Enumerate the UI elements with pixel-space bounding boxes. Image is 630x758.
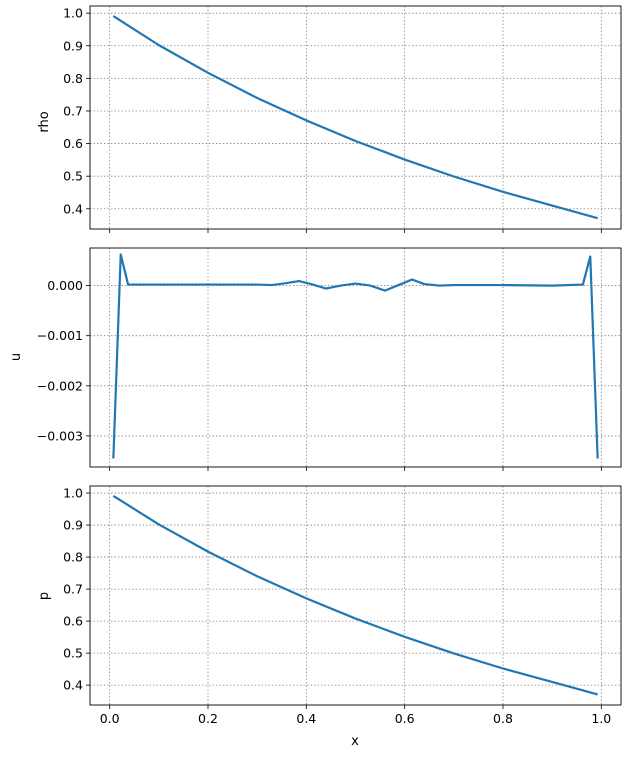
- rho-axes-frame: [89, 5, 622, 230]
- rho-subplot: rho 0.4 0.5 0.6 0.7 0.8 0.9 1.0: [37, 5, 622, 233]
- p-x-tick-label: 1.0: [591, 711, 611, 726]
- u-axis-label: u: [9, 353, 24, 361]
- p-y-tick-label: 0.9: [63, 518, 83, 533]
- u-y-tick-label: −0.003: [37, 428, 83, 443]
- u-series-line: [112, 253, 599, 459]
- rho-y-tick-label: 0.8: [63, 71, 83, 86]
- rho-y-tick-label: 0.4: [63, 201, 83, 216]
- p-y-tick-label: 0.6: [63, 614, 83, 629]
- rho-axis-label: rho: [37, 111, 52, 132]
- p-series-line: [112, 494, 598, 696]
- rho-y-tick-label: 0.9: [63, 38, 83, 53]
- p-x-tick-label: 0.2: [198, 711, 218, 726]
- u-y-tick-label: 0.000: [47, 278, 83, 293]
- u-y-tick-label: −0.002: [37, 378, 83, 393]
- p-axis-label: p: [37, 592, 52, 600]
- rho-y-tick-label: 0.7: [63, 103, 83, 118]
- p-x-tick-label: 0.8: [493, 711, 513, 726]
- p-y-tick-label: 0.4: [63, 678, 83, 693]
- p-x-tick-label: 0.6: [395, 711, 415, 726]
- x-axis-label: x: [351, 734, 359, 749]
- p-y-tick-label: 1.0: [63, 486, 83, 501]
- p-x-tick-label: 0.0: [100, 711, 120, 726]
- p-subplot: p x 0.0 0.2 0.4 0.6 0.8 1.0 0.4 0.5 0.6 0.7 0.8 0.9…: [37, 485, 622, 749]
- u-y-tick-label: −0.001: [37, 328, 83, 343]
- rho-series-line: [112, 15, 598, 220]
- p-y-tick-label: 0.7: [63, 582, 83, 597]
- p-y-tick-label: 0.5: [63, 646, 83, 661]
- u-axes-frame: [89, 247, 622, 468]
- u-subplot: u −0.003 −0.002 −0.001 0.000: [9, 247, 622, 471]
- rho-y-tick-label: 1.0: [63, 6, 83, 21]
- p-y-tick-label: 0.8: [63, 550, 83, 565]
- p-x-tick-label: 0.4: [296, 711, 316, 726]
- rho-y-tick-label: 0.5: [63, 169, 83, 184]
- p-axes-frame: [89, 485, 622, 706]
- rho-y-tick-label: 0.6: [63, 136, 83, 151]
